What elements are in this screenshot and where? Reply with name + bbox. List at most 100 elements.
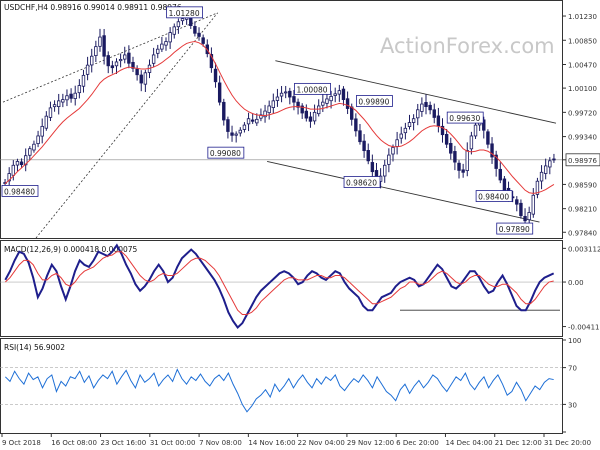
candle-body [552, 158, 556, 161]
rsi-axis-label: 30 [568, 401, 577, 409]
candle-body [23, 155, 28, 166]
candle-body [473, 124, 478, 137]
price-axis: 1.01230 1.00850 1.00470 1.00100 0.99720 0.993… [562, 13, 600, 237]
price-axis-label: 0.99340 [568, 134, 597, 142]
rsi-line [4, 368, 554, 413]
candle-body [411, 118, 416, 123]
candle-body [465, 150, 469, 171]
candle-body [85, 64, 90, 75]
candle-body [48, 107, 53, 118]
candle-body [98, 36, 102, 47]
price-axis-label: 1.01230 [568, 13, 597, 21]
macd-axis-label: 0.00 [568, 279, 584, 287]
candle-body [312, 111, 317, 122]
time-axis-label: 21 Dec 12:00 [495, 439, 542, 447]
channel-upper-line [275, 60, 557, 124]
macd-lines [0, 243, 562, 330]
candle-body [44, 115, 49, 129]
candle-body [527, 212, 531, 221]
candle-body [90, 55, 94, 66]
ma-line [4, 41, 555, 194]
candle-body [325, 98, 329, 104]
candle-body [292, 96, 296, 103]
candle-body [267, 105, 271, 114]
price-annotation-box [356, 95, 393, 107]
price-annotation-box [496, 222, 534, 235]
candle-body [28, 148, 32, 156]
candle-body [168, 32, 172, 43]
candle-body [139, 74, 143, 84]
candle-body [308, 116, 313, 122]
candle-body [238, 129, 242, 134]
candle-body [69, 93, 73, 99]
candle-body [275, 96, 280, 101]
rsi-axis-label: 100 [568, 337, 581, 345]
candle-body [329, 96, 333, 102]
candle-body [234, 133, 238, 136]
candle-body [366, 150, 370, 162]
time-axis-label: 31 Dec 20:00 [544, 439, 591, 447]
price-axis-label: 0.98210 [568, 206, 597, 214]
trendlines [2, 12, 557, 239]
candle-body [300, 105, 304, 114]
candle-body [172, 26, 176, 35]
candle-body [226, 119, 230, 132]
rsi-axis-label: 70 [568, 365, 577, 373]
candle-body [523, 216, 527, 222]
candle-body [543, 165, 548, 174]
candle-body [32, 143, 36, 151]
candle-body [271, 100, 276, 108]
candle-body [296, 101, 300, 108]
candle-body [52, 104, 57, 108]
candle-body [217, 82, 222, 103]
candle-body [515, 199, 519, 205]
price-annotation-label: 0.98480 [4, 187, 35, 196]
price-annotation-box [294, 82, 331, 95]
candle-body [449, 143, 453, 154]
upper-trendline-dashed [2, 12, 218, 103]
candle-body [164, 41, 168, 46]
candle-body [539, 171, 544, 182]
candle-body [123, 54, 127, 60]
candle-body [65, 95, 69, 101]
candles [3, 10, 556, 228]
candle-body [490, 143, 494, 158]
time-axis-label: 22 Nov 04:00 [298, 439, 345, 447]
candle-body [193, 26, 197, 34]
price-annotations: 1.01280 0.98480 0.99080 1.00080 0.99890 0.986… [1, 6, 534, 235]
candle-body [345, 98, 350, 109]
candle-body [114, 61, 119, 67]
price-annotation-label: 0.98620 [346, 179, 377, 188]
candle-body [246, 118, 251, 125]
time-axis-label: 14 Nov 16:00 [248, 439, 295, 447]
time-axis-label: 29 Nov 12:00 [347, 439, 394, 447]
candle-body [283, 91, 288, 94]
candle-body [317, 105, 321, 115]
candle-body [358, 130, 362, 143]
price-annotation-box [166, 6, 203, 19]
candle-body [242, 124, 247, 130]
candle-body [337, 90, 342, 95]
candle-body [350, 106, 354, 120]
price-axis-label: 0.98976 [568, 157, 597, 165]
price-axis-label: 1.00470 [568, 62, 597, 70]
macd-axis-label: -0.004112 [568, 324, 600, 332]
candle-body [127, 52, 131, 64]
candle-body [118, 59, 123, 62]
current-price-box [565, 153, 600, 167]
candle-body [259, 114, 263, 119]
candle-body [370, 162, 375, 173]
candle-body [143, 72, 148, 85]
candle-body [494, 154, 498, 169]
lower-trendline-dashed [35, 12, 218, 239]
candle-body [432, 109, 436, 118]
candle-body [482, 119, 486, 131]
candle-body [383, 164, 387, 177]
price-annotation-label: 1.00080 [297, 85, 328, 94]
candle-body [440, 125, 445, 136]
candle-body [453, 151, 457, 163]
candle-body [424, 102, 428, 108]
macd-axis-label: 0.003112 [568, 245, 600, 253]
candle-body [197, 32, 201, 37]
